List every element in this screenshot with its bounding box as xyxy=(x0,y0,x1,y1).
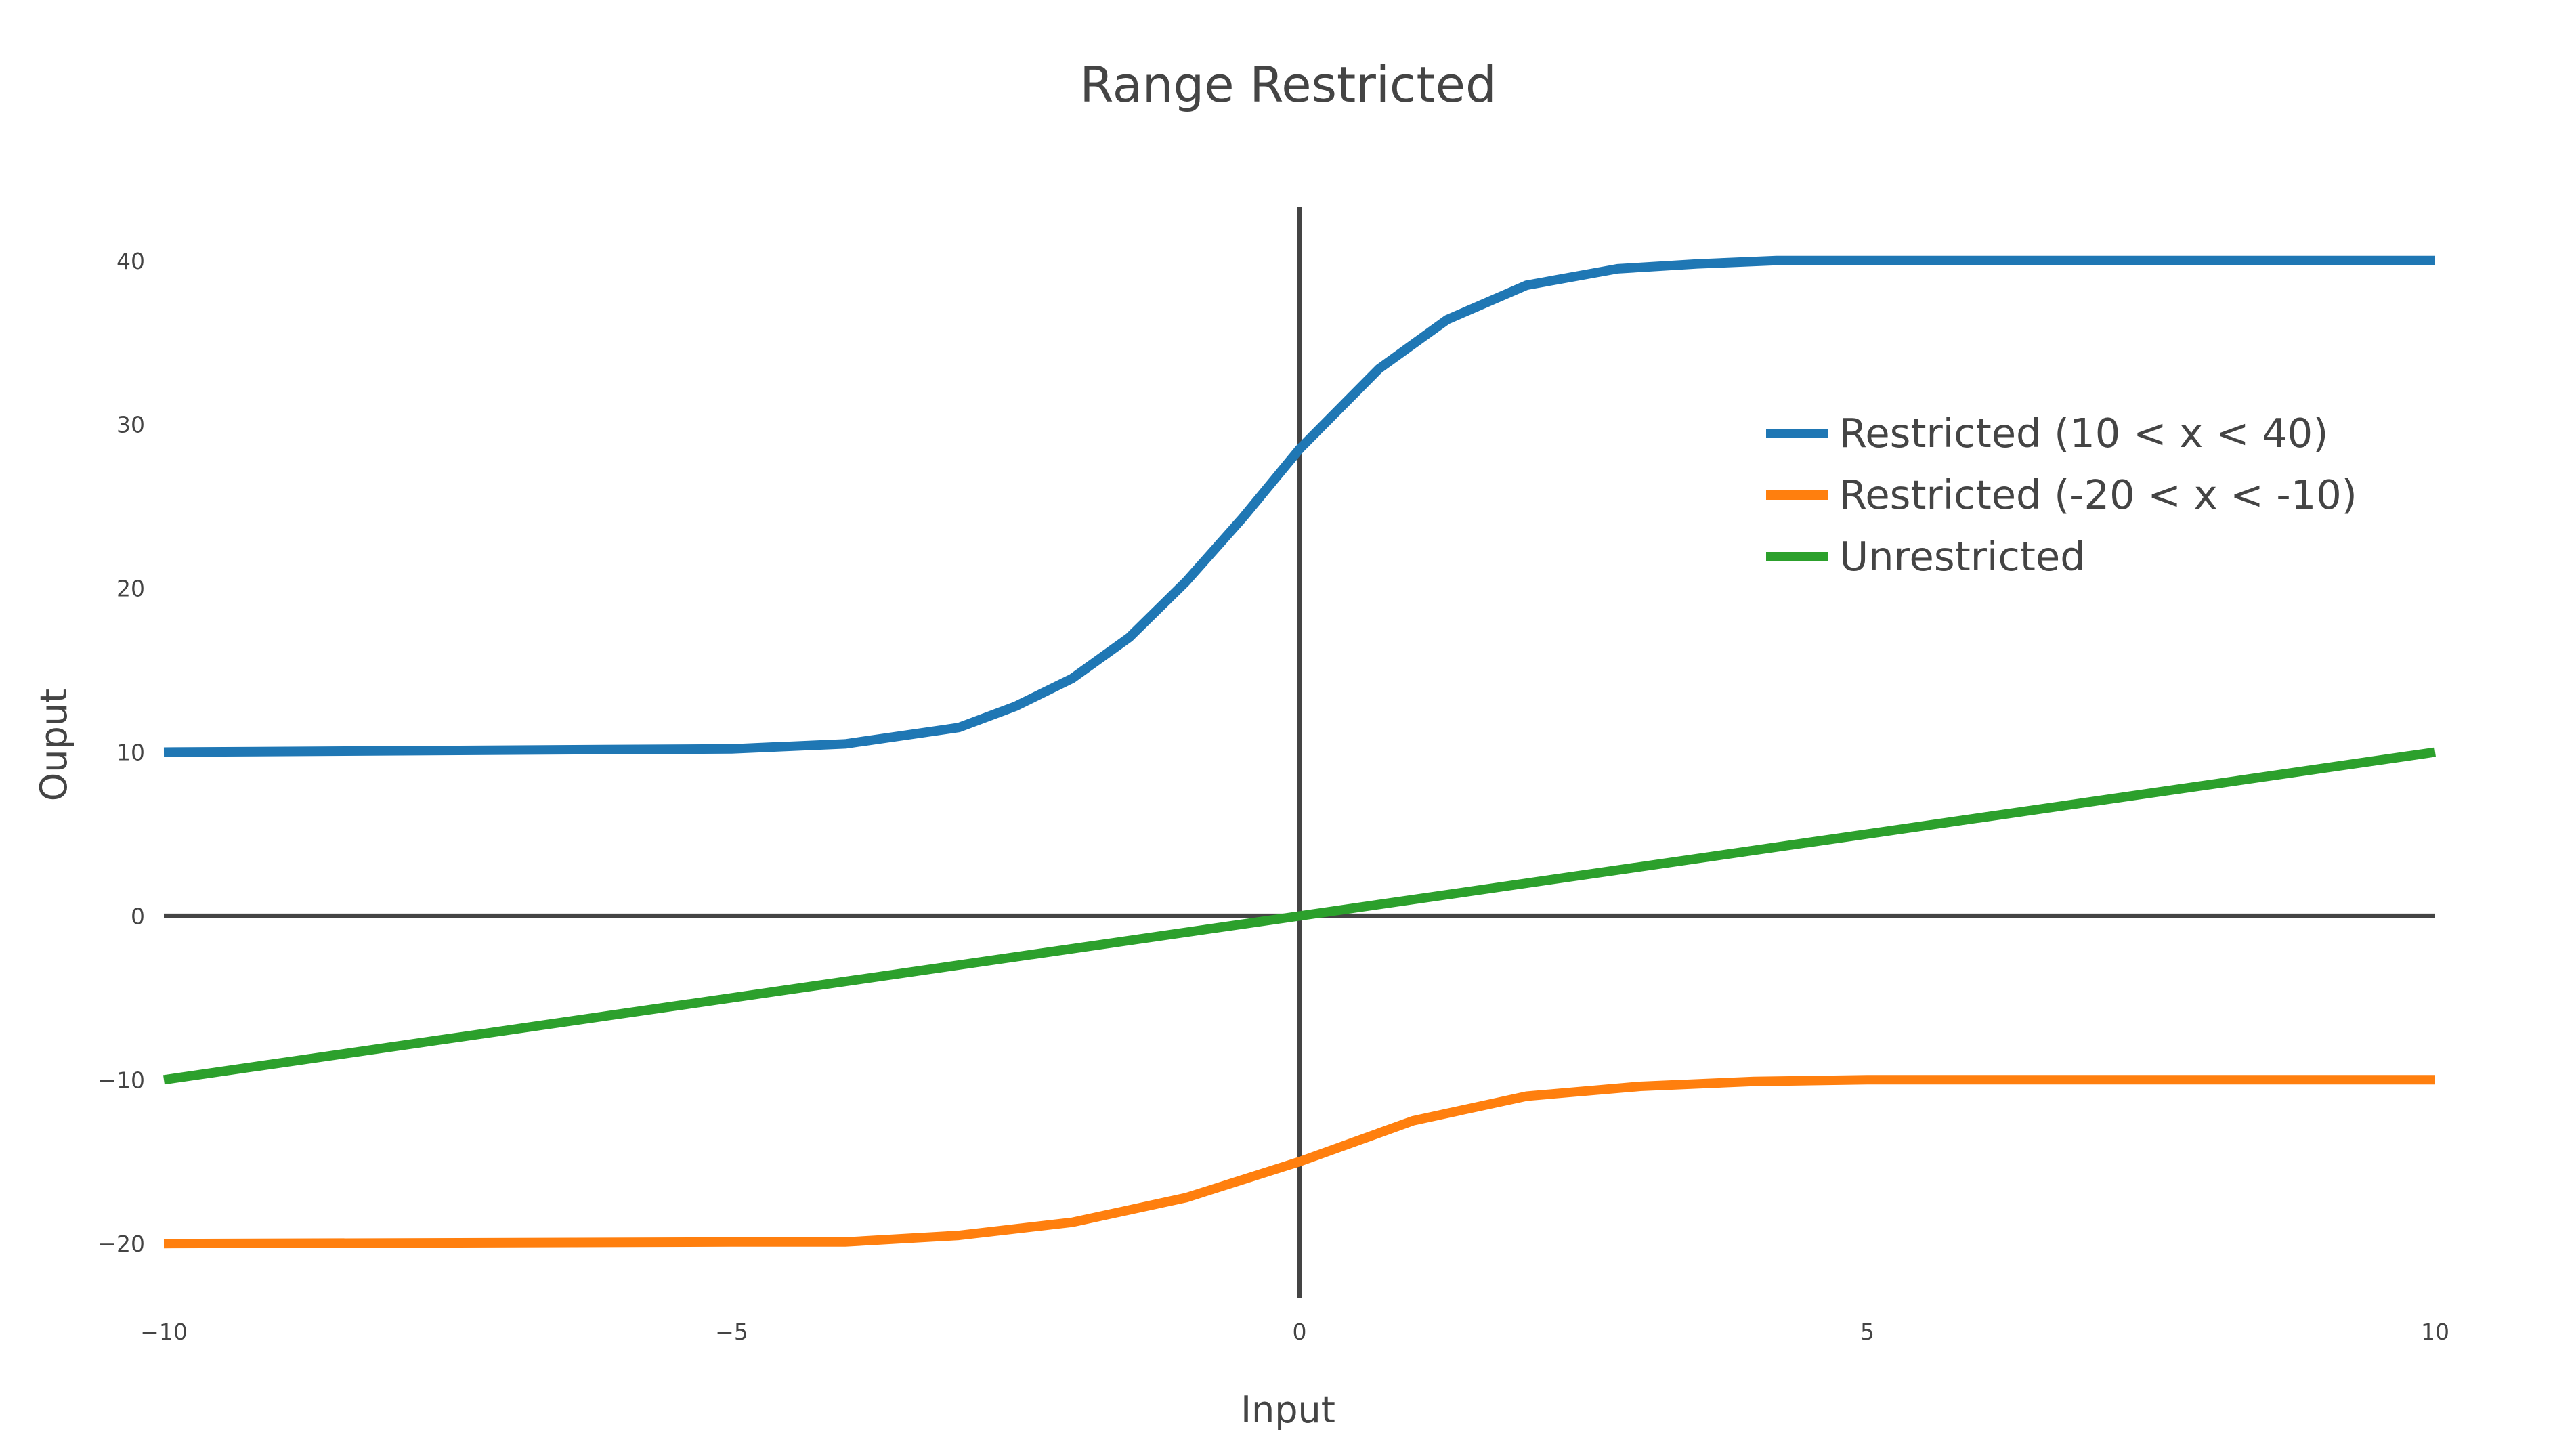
y-tick-label: −10 xyxy=(98,1067,145,1093)
y-tick-label: 20 xyxy=(116,576,145,602)
legend-entry-1: Restricted (10 < x < 40) xyxy=(1839,410,2328,456)
x-tick-label: 0 xyxy=(1293,1319,1307,1345)
chart-title: Range Restricted xyxy=(1079,56,1496,113)
y-tick-label: 30 xyxy=(116,412,145,438)
y-tick-label: 40 xyxy=(116,248,145,274)
legend-entry-3: Unrestricted xyxy=(1839,533,2086,580)
plot-area: −10 −5 0 5 10 −20 −10 0 10 20 30 40 xyxy=(98,207,2449,1345)
x-axis-label: Input xyxy=(1241,1388,1335,1431)
x-tick-label: −5 xyxy=(715,1319,748,1345)
legend: Restricted (10 < x < 40) Restricted (-20 … xyxy=(1766,410,2357,580)
series-line-1 xyxy=(163,255,2435,757)
x-tick-label: 5 xyxy=(1860,1319,1874,1345)
legend-entry-2: Restricted (-20 < x < -10) xyxy=(1839,471,2357,518)
y-axis-label: Ouput xyxy=(33,689,75,801)
x-tick-label: 10 xyxy=(2421,1319,2449,1345)
y-tick-label: 10 xyxy=(116,740,145,766)
y-tick-label: 0 xyxy=(131,903,145,929)
x-tick-label: −10 xyxy=(140,1319,188,1345)
series-line-3 xyxy=(163,747,2436,1085)
series-line-2 xyxy=(163,1075,2435,1249)
y-tick-label: −20 xyxy=(98,1231,145,1257)
